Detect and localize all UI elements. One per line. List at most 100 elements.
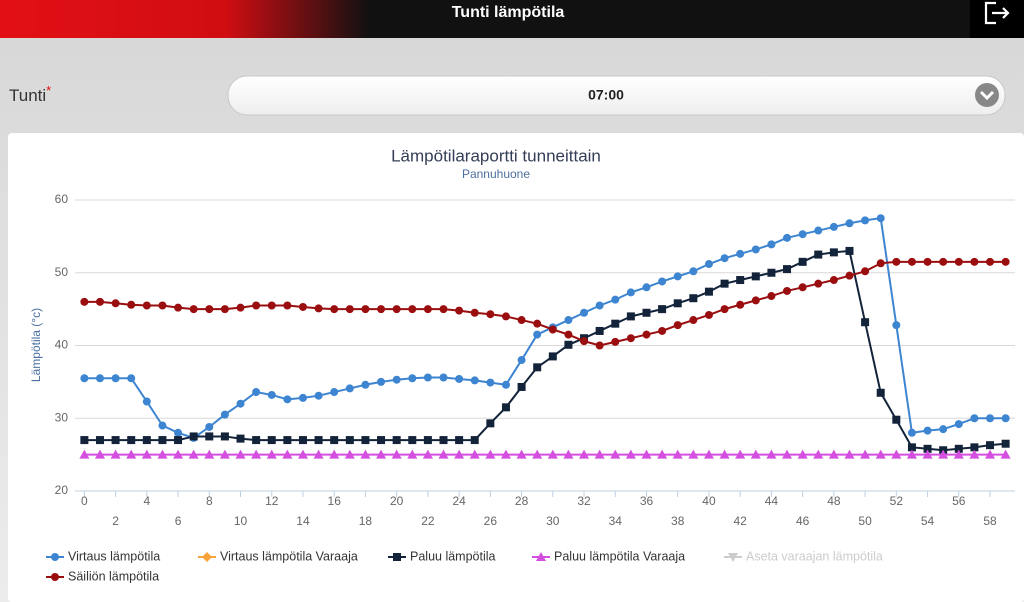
x-tick-label: 48 (827, 494, 841, 508)
point (532, 449, 543, 459)
point (236, 303, 245, 312)
point (720, 279, 729, 288)
point (595, 301, 604, 310)
point (533, 330, 542, 339)
point (829, 222, 838, 231)
point (985, 449, 996, 459)
logout-button[interactable] (970, 0, 1024, 38)
point[interactable] (728, 553, 738, 562)
legend-item[interactable]: Paluu lämpötila (388, 549, 496, 563)
point (252, 436, 261, 445)
point (158, 421, 167, 430)
x-tick-label: 38 (671, 514, 685, 528)
label-text: Tunti (9, 86, 46, 105)
point (408, 305, 417, 314)
point (750, 449, 761, 459)
x-tick-label: 4 (143, 494, 150, 508)
legend-label[interactable]: Aseta varaajan lämpötila (746, 549, 883, 563)
point (689, 316, 698, 325)
point (642, 308, 651, 317)
point (563, 449, 574, 459)
point[interactable] (51, 573, 59, 581)
legend-item[interactable]: Virtaus lämpötila Varaaja (198, 549, 358, 563)
legend-item[interactable]: Paluu lämpötila Varaaja (532, 549, 685, 563)
point (672, 449, 683, 459)
point (189, 432, 198, 441)
point (595, 341, 604, 350)
y-tick-label: 50 (55, 265, 69, 279)
point (798, 230, 807, 239)
point (267, 301, 276, 310)
legend-item[interactable]: Säiliön lämpötila (46, 569, 159, 583)
point (80, 297, 89, 306)
point (580, 308, 589, 317)
y-tick-label: 60 (55, 192, 69, 206)
point (626, 288, 635, 297)
point (314, 304, 323, 313)
point (127, 300, 136, 309)
point (751, 245, 760, 254)
point (220, 305, 229, 314)
point (392, 436, 401, 445)
logout-icon[interactable] (984, 1, 1010, 25)
point (438, 449, 449, 459)
legend-label[interactable]: Virtaus lämpötila Varaaja (220, 549, 358, 563)
legend: Virtaus lämpötila Virtaus lämpötila Varaa… (46, 549, 883, 583)
point (861, 318, 870, 327)
point (625, 449, 636, 459)
point (455, 436, 464, 445)
point (939, 425, 948, 434)
point[interactable] (536, 552, 546, 561)
point (564, 330, 573, 339)
point (829, 276, 838, 285)
legend-label[interactable]: Paluu lämpötila Varaaja (554, 549, 685, 563)
point (313, 449, 324, 459)
point (751, 272, 760, 281)
grid: 2030405060024681012141618202224262830323… (55, 192, 1015, 528)
point (548, 352, 557, 361)
point (330, 436, 339, 445)
point (298, 393, 307, 402)
point (501, 380, 510, 389)
point[interactable] (51, 553, 59, 561)
point (798, 283, 807, 292)
point (704, 287, 713, 296)
select-value[interactable]: 07:00 (588, 87, 624, 103)
select-arrow[interactable] (979, 90, 995, 101)
point (79, 449, 90, 459)
select-box[interactable] (227, 75, 1006, 116)
point[interactable] (202, 552, 212, 562)
point (252, 301, 261, 310)
point (642, 330, 651, 339)
legend-label[interactable]: Virtaus lämpötila (68, 549, 160, 563)
point (580, 337, 589, 346)
point (345, 436, 354, 445)
legend-label[interactable]: Säiliön lämpötila (68, 569, 159, 583)
point (454, 449, 465, 459)
point (142, 436, 151, 445)
legend-label[interactable]: Paluu lämpötila (410, 549, 496, 563)
hour-select[interactable]: 07:00 (227, 75, 1006, 116)
y-tick-label: 40 (55, 338, 69, 352)
legend-item[interactable]: Aseta varaajan lämpötila (724, 549, 883, 563)
x-tick-label: 12 (265, 494, 279, 508)
point (174, 436, 183, 445)
point (126, 449, 137, 459)
x-tick-label: 40 (702, 494, 716, 508)
point (204, 449, 215, 459)
legend-item[interactable]: Virtaus lämpötila (46, 549, 160, 563)
point (439, 305, 448, 314)
x-tick-label: 0 (81, 494, 88, 508)
logout-bg[interactable] (970, 0, 1024, 38)
point (377, 305, 386, 314)
point (423, 436, 432, 445)
chart-title: Lämpötilaraportti tunneittain (391, 146, 601, 165)
point (658, 326, 667, 335)
point (205, 422, 214, 431)
point (392, 375, 401, 384)
y-tick-label: 30 (55, 410, 69, 424)
select-arrow-bg[interactable] (975, 83, 999, 107)
x-tick-label: 44 (765, 494, 779, 508)
point[interactable] (393, 553, 401, 561)
